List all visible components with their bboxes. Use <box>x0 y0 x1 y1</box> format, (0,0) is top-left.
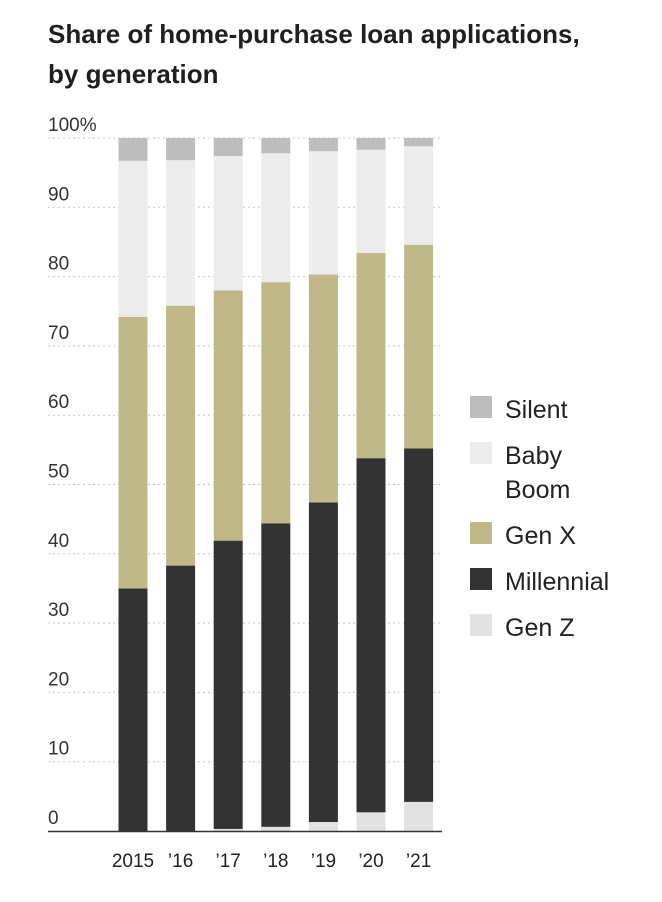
legend-swatch-millennial <box>470 568 492 590</box>
x-tick-label: ’21 <box>406 851 431 872</box>
bar-segment <box>213 156 243 291</box>
bar-segment <box>404 448 434 802</box>
bar-segment <box>118 588 148 831</box>
legend-item-gen-z: Gen Z <box>470 611 650 645</box>
x-tick-label: ’18 <box>263 851 288 872</box>
legend-label-millennial: Millennial <box>505 568 610 596</box>
bar-segment <box>213 828 243 831</box>
x-tick-label: ’20 <box>358 851 383 872</box>
bar-segment <box>308 274 338 503</box>
legend-swatch-gen-z <box>470 614 492 636</box>
bar-segment <box>166 565 196 831</box>
y-tick-label: 0 <box>48 808 59 829</box>
legend-item-gen-x: Gen X <box>470 519 650 553</box>
bar-segment <box>118 160 148 317</box>
x-tick-label: ’17 <box>216 851 241 872</box>
bar-segment <box>308 502 338 822</box>
bar-segment <box>356 253 386 459</box>
bar-segment <box>308 138 338 152</box>
bar-segment <box>118 316 148 589</box>
y-tick-label: 90 <box>48 184 69 205</box>
bar-segment <box>404 138 434 147</box>
bar-segment <box>261 523 291 827</box>
bar-segment <box>308 821 338 831</box>
bar-segment <box>308 151 338 275</box>
bar-segment <box>213 138 243 157</box>
bar-segment <box>261 138 291 154</box>
chart-title: Share of home-purchase loan applications… <box>48 14 648 94</box>
y-tick-label: 70 <box>48 323 69 344</box>
bar-segment <box>166 138 196 161</box>
bar-segment <box>404 146 434 245</box>
y-tick-label: 80 <box>48 254 69 275</box>
legend-item-silent: Silent <box>470 393 650 427</box>
bar-segment <box>356 458 386 813</box>
bar-segment <box>213 290 243 541</box>
legend-label-gen-z: Gen Z <box>505 614 575 642</box>
bar-segment <box>261 153 291 283</box>
legend-item-baby-boom: Baby Boom <box>470 439 650 507</box>
x-tick-label: 2015 <box>112 851 154 872</box>
legend-swatch-silent <box>470 396 492 418</box>
bar-segment <box>404 801 434 831</box>
legend-label-baby-boom: Baby Boom <box>505 442 571 504</box>
x-tick-label: ’19 <box>311 851 336 872</box>
bar-segment <box>166 305 196 566</box>
bar-segment <box>356 149 386 254</box>
legend-swatch-baby-boom <box>470 442 492 464</box>
bar-segment <box>261 282 291 524</box>
bar-segment <box>166 160 196 306</box>
legend-item-millennial: Millennial <box>470 565 650 599</box>
y-tick-label: 30 <box>48 600 69 621</box>
y-tick-label: 60 <box>48 392 69 413</box>
chart-title-line-1: Share of home-purchase loan applications… <box>48 19 580 49</box>
y-tick-label: 50 <box>48 462 69 483</box>
bar-segment <box>261 826 291 831</box>
legend-label-gen-x: Gen X <box>505 522 576 550</box>
bar-segment <box>118 138 148 161</box>
bar-segment <box>404 244 434 449</box>
y-tick-label: 100% <box>48 115 97 136</box>
legend-label-silent: Silent <box>505 396 568 424</box>
legend-swatch-gen-x <box>470 522 492 544</box>
bar-segment <box>356 138 386 150</box>
bar-segment <box>213 540 243 829</box>
chart-title-line-2: by generation <box>48 59 219 89</box>
legend: Silent Baby Boom Gen X Millennial Gen Z <box>470 393 650 657</box>
y-tick-label: 20 <box>48 669 69 690</box>
x-tick-label: ’16 <box>168 851 193 872</box>
y-tick-label: 10 <box>48 739 69 760</box>
bar-segment <box>356 812 386 831</box>
y-tick-label: 40 <box>48 531 69 552</box>
